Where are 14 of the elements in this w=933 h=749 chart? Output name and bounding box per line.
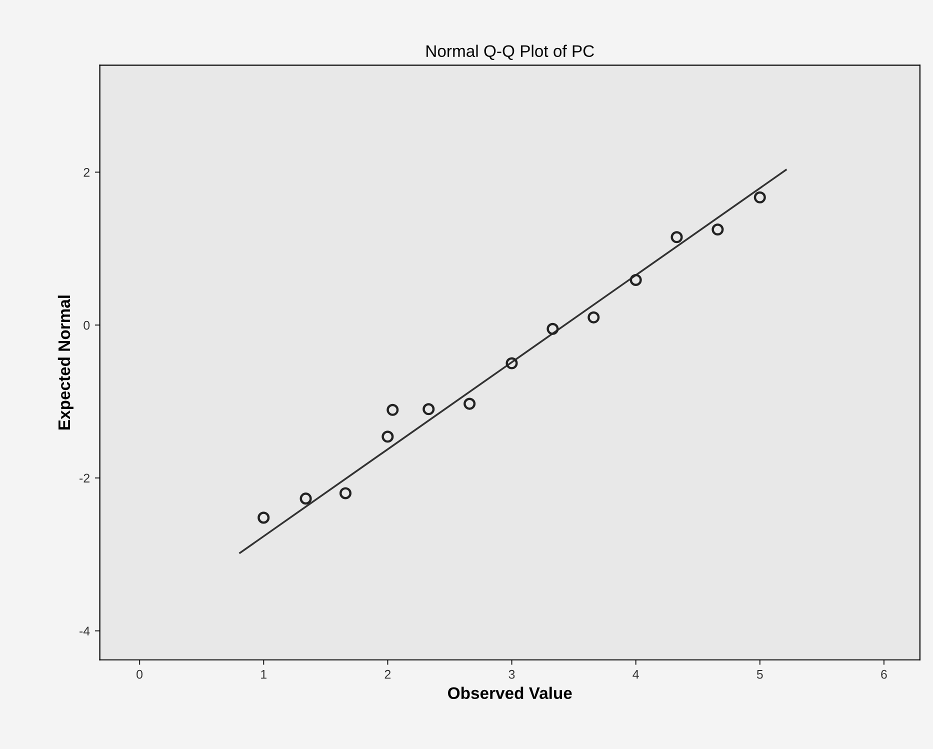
x-tick-label: 0 [136,670,143,679]
y-axis-title: Expected Normal [58,296,74,430]
y-tick-label: -2 [80,474,90,482]
x-tick-label: 3 [508,670,515,679]
x-axis-title: Observed Value [448,686,572,700]
x-tick-label: 1 [261,670,266,679]
y-tick-label: 0 [84,320,90,330]
x-tick-label: 2 [384,670,391,679]
x-tick-label: 4 [632,670,639,679]
y-tick-label: 2 [84,168,90,177]
x-tick-label: 5 [756,670,763,679]
x-tick-label: 6 [881,670,887,679]
chart-title: Normal Q-Q Plot of PC [426,44,594,60]
y-tick-label: -4 [80,626,90,636]
